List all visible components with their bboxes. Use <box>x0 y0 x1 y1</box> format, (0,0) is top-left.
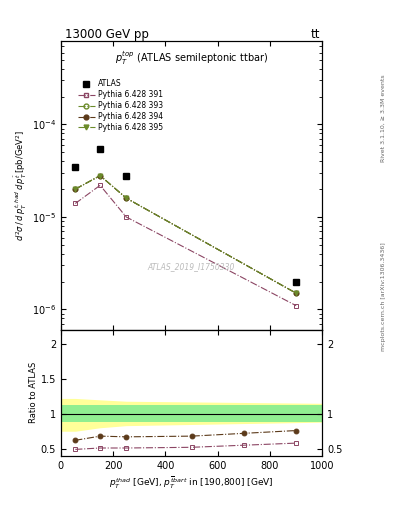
Y-axis label: $d^2\sigma\,/\,d\,p_T^{t,had}\,d\,p_T^{\bar{t}}\,$[pb/GeV$^2$]: $d^2\sigma\,/\,d\,p_T^{t,had}\,d\,p_T^{\… <box>13 130 29 241</box>
Text: Rivet 3.1.10, ≥ 3.3M events: Rivet 3.1.10, ≥ 3.3M events <box>381 74 386 162</box>
Text: ATLAS_2019_I1750330: ATLAS_2019_I1750330 <box>148 262 235 271</box>
Text: tt: tt <box>311 28 320 41</box>
Text: mcplots.cern.ch [arXiv:1306.3436]: mcplots.cern.ch [arXiv:1306.3436] <box>381 243 386 351</box>
Legend: ATLAS, Pythia 6.428 391, Pythia 6.428 393, Pythia 6.428 394, Pythia 6.428 395: ATLAS, Pythia 6.428 391, Pythia 6.428 39… <box>78 79 163 132</box>
X-axis label: $p_T^{thad}$ [GeV], $p_T^{\overline{t}bar{t}}$ in [190,800] [GeV]: $p_T^{thad}$ [GeV], $p_T^{\overline{t}ba… <box>109 475 274 491</box>
Y-axis label: Ratio to ATLAS: Ratio to ATLAS <box>29 362 38 423</box>
Text: 13000 GeV pp: 13000 GeV pp <box>65 28 149 41</box>
Text: $p_T^{top}$ (ATLAS semileptonic ttbar): $p_T^{top}$ (ATLAS semileptonic ttbar) <box>115 50 268 68</box>
